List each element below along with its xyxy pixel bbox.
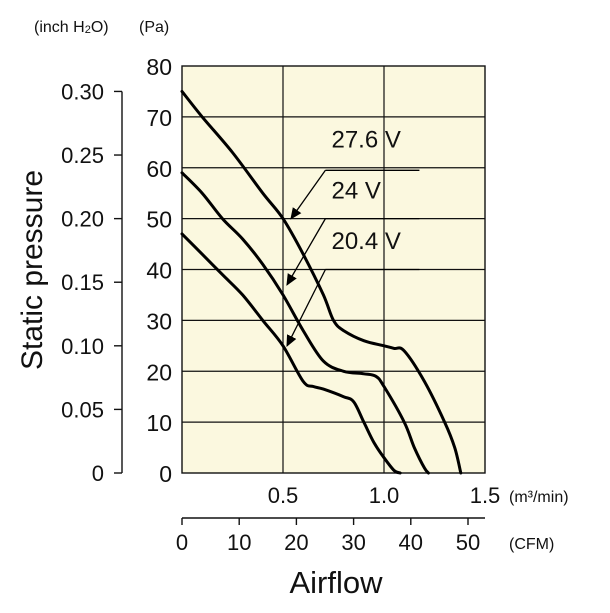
x-axis-title: Airflow bbox=[289, 565, 383, 600]
x-tick-label-m3: 1.0 bbox=[369, 483, 400, 508]
y-tick-label-inch: 0.10 bbox=[61, 334, 104, 359]
x-tick-label-cfm: 50 bbox=[456, 530, 480, 555]
y-unit-inch: (inch H2O) bbox=[34, 19, 109, 36]
series-line-24V bbox=[180, 171, 430, 475]
y-tick-label-pa: 70 bbox=[146, 105, 172, 131]
y-tick-label-pa: 0 bbox=[159, 461, 172, 487]
y-tick-label-pa: 80 bbox=[146, 54, 172, 80]
y-tick-label-inch: 0.15 bbox=[61, 270, 104, 295]
y-tick-label-inch: 0.05 bbox=[61, 397, 104, 422]
label-arrow bbox=[290, 169, 326, 220]
series-label: 24 V bbox=[331, 177, 380, 204]
label-arrow bbox=[286, 269, 327, 347]
y-tick-label-inch: 0.25 bbox=[61, 143, 104, 168]
x-unit-cfm: (CFM) bbox=[509, 536, 554, 553]
x-tick-label-cfm: 30 bbox=[341, 530, 365, 555]
y-tick-label-inch: 0.30 bbox=[61, 79, 104, 104]
x-tick-label-cfm: 0 bbox=[176, 530, 188, 555]
y-tick-label-pa: 20 bbox=[146, 359, 172, 385]
y-tick-label-inch: 0.20 bbox=[61, 207, 104, 232]
x-tick-label-cfm: 20 bbox=[284, 530, 308, 555]
series-line-204V bbox=[180, 232, 402, 475]
y-tick-label-pa: 30 bbox=[146, 308, 172, 334]
x-tick-label-m3: 1.5 bbox=[470, 483, 501, 508]
series-label: 27.6 V bbox=[331, 126, 400, 153]
series-line-276V bbox=[180, 89, 463, 475]
y-axis-title: Static pressure bbox=[16, 170, 49, 370]
y-tick-label-pa: 60 bbox=[146, 156, 172, 182]
x-tick-label-m3: 0.5 bbox=[268, 483, 299, 508]
y-tick-label-pa: 40 bbox=[146, 258, 172, 284]
x-unit-m3: (m³/min) bbox=[509, 489, 569, 506]
label-arrow bbox=[286, 218, 326, 286]
x-tick-label-cfm: 40 bbox=[399, 530, 423, 555]
series-label: 20.4 V bbox=[331, 228, 400, 255]
y-tick-label-pa: 10 bbox=[146, 410, 172, 436]
y-unit-pa: (Pa) bbox=[139, 19, 169, 36]
y-tick-label-inch: 0 bbox=[92, 461, 104, 486]
y-tick-label-pa: 50 bbox=[146, 207, 172, 233]
x-tick-label-cfm: 10 bbox=[227, 530, 251, 555]
